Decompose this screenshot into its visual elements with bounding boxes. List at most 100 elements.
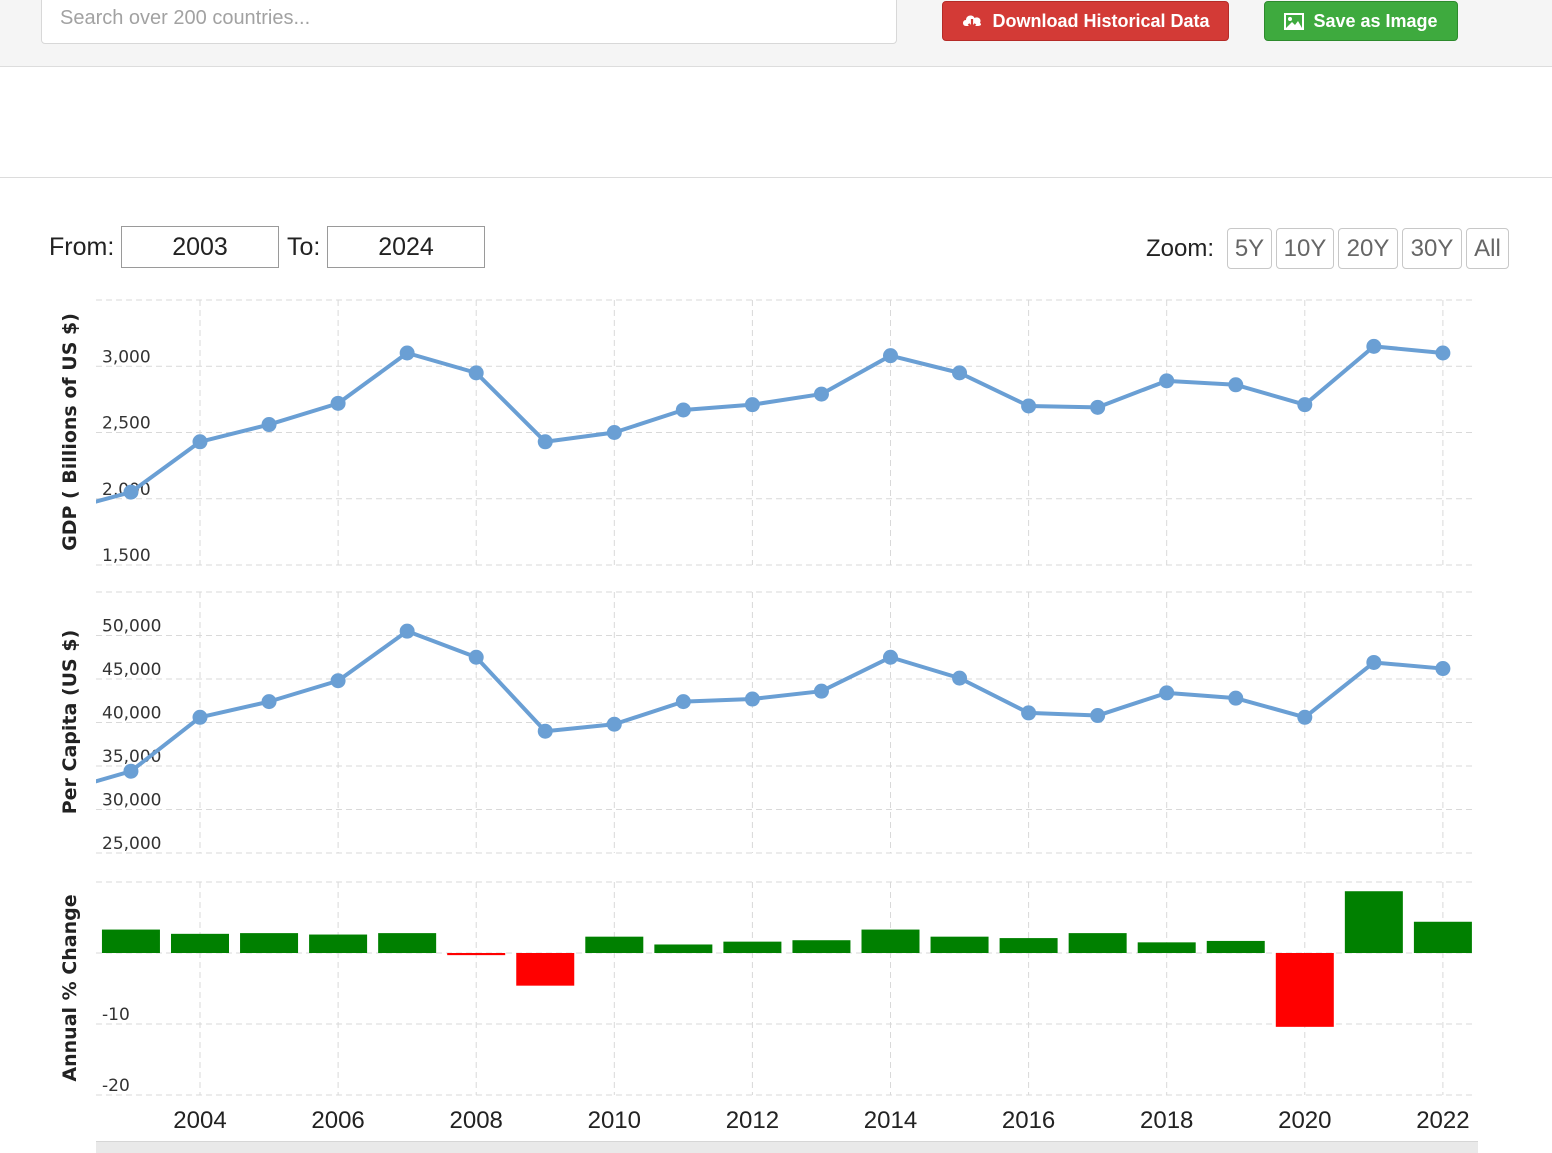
data-point [1021, 705, 1037, 721]
data-point [1090, 399, 1106, 415]
search-input[interactable] [41, 0, 897, 44]
y-tick-label: 45,000 [102, 660, 161, 680]
bar [1275, 953, 1334, 1027]
zoom-5y-button[interactable]: 5Y [1227, 228, 1272, 269]
y-tick-label: 2,500 [102, 414, 151, 434]
cloud-download-icon [963, 15, 982, 30]
data-point [330, 673, 346, 689]
y-tick-label: 50,000 [102, 617, 161, 637]
data-point [883, 348, 898, 364]
data-point [192, 434, 208, 450]
bar [792, 940, 851, 953]
data-point [813, 386, 829, 402]
data-point [1366, 654, 1382, 670]
data-point [744, 397, 760, 413]
data-point [537, 434, 553, 450]
data-point [675, 694, 691, 710]
zoom-10y-button[interactable]: 10Y [1276, 228, 1334, 269]
y-tick-label: -20 [102, 1076, 130, 1096]
data-point [1297, 709, 1313, 725]
download-historical-data-button[interactable]: Download Historical Data [942, 1, 1229, 41]
bar [585, 936, 644, 953]
bar [516, 953, 575, 986]
bar [447, 953, 506, 956]
y-tick-label: 25,000 [102, 834, 161, 854]
y-tick-label: 3,000 [102, 347, 151, 367]
data-point [1297, 397, 1313, 413]
bar [309, 934, 368, 953]
y-tick-label: -10 [102, 1005, 130, 1025]
bar [654, 944, 713, 953]
data-point [1159, 685, 1175, 701]
y-tick-label: 40,000 [102, 704, 161, 724]
data-point [1159, 373, 1175, 389]
data-point [813, 683, 829, 699]
from-year-input[interactable] [121, 226, 279, 268]
image-icon [1284, 12, 1305, 30]
data-point [883, 649, 898, 665]
data-point [744, 691, 760, 707]
x-tick-label: 2012 [726, 1107, 779, 1134]
y-axis-title: GDP ( Billions of US $) [59, 313, 81, 551]
to-year-input[interactable] [327, 226, 485, 268]
save-image-button-label: Save as Image [1313, 10, 1438, 31]
zoom-30y-button[interactable]: 30Y [1402, 228, 1462, 269]
chart-scrollbar[interactable] [96, 1141, 1478, 1153]
data-point [1090, 708, 1106, 724]
bar [1344, 891, 1403, 953]
x-tick-label: 2004 [173, 1107, 226, 1134]
bar [171, 933, 229, 953]
bar [1068, 933, 1127, 953]
zoom-all-button[interactable]: All [1466, 228, 1509, 269]
data-point [952, 365, 968, 381]
data-point [468, 649, 484, 665]
series-group [96, 338, 1451, 504]
data-point [399, 345, 415, 361]
data-point [675, 402, 691, 418]
data-point [1435, 345, 1451, 361]
data-point [123, 484, 139, 500]
data-point [1228, 690, 1244, 706]
y-tick-label: 35,000 [102, 747, 161, 767]
bar [1137, 942, 1196, 953]
x-tick-label: 2010 [588, 1107, 641, 1134]
bar [861, 929, 920, 953]
data-point [952, 670, 968, 686]
x-tick-label: 2016 [1002, 1107, 1055, 1134]
from-label: From: [49, 233, 115, 261]
bar [240, 933, 299, 953]
y-tick-label: 30,000 [102, 791, 161, 811]
zoom-label: Zoom: [1146, 235, 1215, 262]
y-tick-label: 1,500 [102, 546, 151, 566]
x-tick-label: 2020 [1278, 1107, 1331, 1134]
data-point [261, 417, 277, 433]
download-button-label: Download Historical Data [992, 10, 1210, 31]
data-point [606, 716, 622, 732]
data-point [606, 425, 622, 440]
x-tick-label: 2006 [311, 1107, 364, 1134]
data-point [468, 365, 484, 381]
x-tick-label: 2018 [1140, 1107, 1193, 1134]
bar [101, 929, 160, 953]
data-point [1435, 661, 1451, 677]
data-point [1228, 377, 1244, 393]
data-point [1366, 338, 1382, 354]
save-as-image-button[interactable]: Save as Image [1264, 1, 1458, 41]
data-point [330, 395, 346, 411]
data-point [1021, 398, 1037, 414]
bar [1206, 940, 1265, 953]
top-toolbar: Download Historical Data Save as Image [0, 0, 1552, 67]
data-point [399, 623, 415, 639]
data-point [123, 763, 139, 779]
series-group [96, 623, 1451, 784]
data-point [537, 723, 553, 739]
data-point [261, 694, 277, 710]
bar [378, 933, 437, 953]
y-axis-title: Annual % Change [59, 894, 81, 1081]
ad-placeholder [0, 67, 1552, 178]
zoom-20y-button[interactable]: 20Y [1338, 228, 1398, 269]
to-label: To: [287, 233, 321, 261]
x-tick-label: 2014 [864, 1107, 917, 1134]
x-tick-label: 2022 [1416, 1107, 1469, 1134]
